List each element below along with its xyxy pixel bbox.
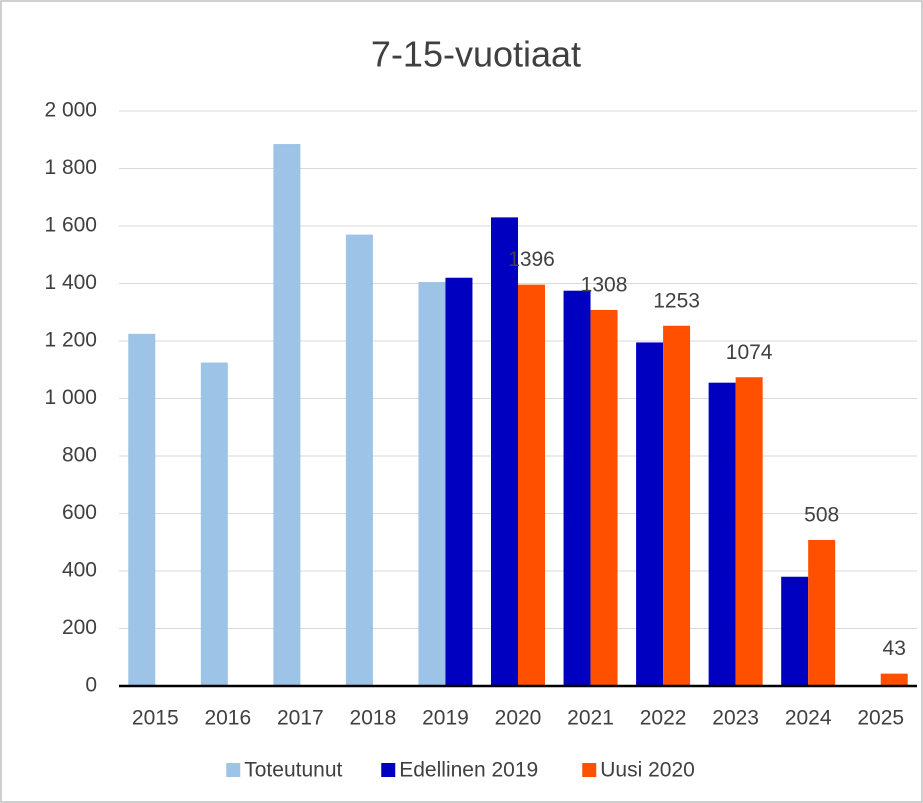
bar [273, 144, 301, 686]
y-tick-label: 1 000 [44, 386, 97, 409]
bar [735, 377, 763, 686]
y-tick-label: 1 600 [44, 214, 97, 237]
bar [128, 333, 156, 686]
bar [781, 576, 809, 686]
x-tick-label: 2017 [277, 707, 324, 730]
x-tick-label: 2025 [857, 707, 904, 730]
data-label: 1308 [581, 273, 628, 296]
x-tick-label: 2024 [785, 707, 832, 730]
bar [518, 284, 545, 686]
bar [636, 342, 664, 686]
y-tick-label: 1 800 [44, 156, 97, 179]
bar [418, 282, 446, 686]
legend-swatch [381, 763, 396, 777]
data-label: 1074 [726, 341, 773, 364]
data-label: 1396 [508, 248, 555, 271]
y-tick-label: 0 [85, 674, 97, 697]
bar [563, 290, 591, 686]
bar [880, 673, 908, 686]
x-tick-label: 2016 [204, 707, 251, 730]
y-tick-label: 1 200 [44, 329, 97, 352]
x-tick-label: 2021 [567, 707, 614, 730]
bar [663, 325, 691, 686]
bar [808, 539, 836, 686]
legend-label: Uusi 2020 [600, 759, 695, 782]
bar [200, 362, 228, 686]
bar [590, 309, 618, 686]
data-label: 43 [883, 637, 906, 660]
x-tick-label: 2015 [132, 707, 179, 730]
data-label: 508 [804, 503, 839, 526]
chart-title: 7-15-vuotiaat [371, 34, 581, 75]
y-tick-label: 1 400 [44, 271, 97, 294]
legend-label: Edellinen 2019 [399, 759, 538, 782]
x-tick-label: 2020 [495, 707, 542, 730]
y-tick-label: 800 [62, 444, 97, 467]
x-tick-label: 2022 [640, 707, 687, 730]
y-tick-label: 600 [62, 501, 97, 524]
x-tick-label: 2018 [350, 707, 397, 730]
bar [491, 217, 518, 686]
legend-label: Toteutunut [244, 759, 342, 782]
y-tick-label: 400 [62, 559, 97, 582]
x-tick-label: 2023 [712, 707, 759, 730]
bar [445, 277, 473, 686]
x-tick-label: 2019 [422, 707, 469, 730]
y-tick-label: 200 [62, 616, 97, 639]
legend-swatch [226, 763, 241, 777]
bar [345, 234, 373, 686]
data-label: 1253 [653, 289, 700, 312]
legend-swatch [582, 763, 597, 777]
y-tick-label: 2 000 [44, 99, 97, 122]
bar [708, 382, 736, 686]
